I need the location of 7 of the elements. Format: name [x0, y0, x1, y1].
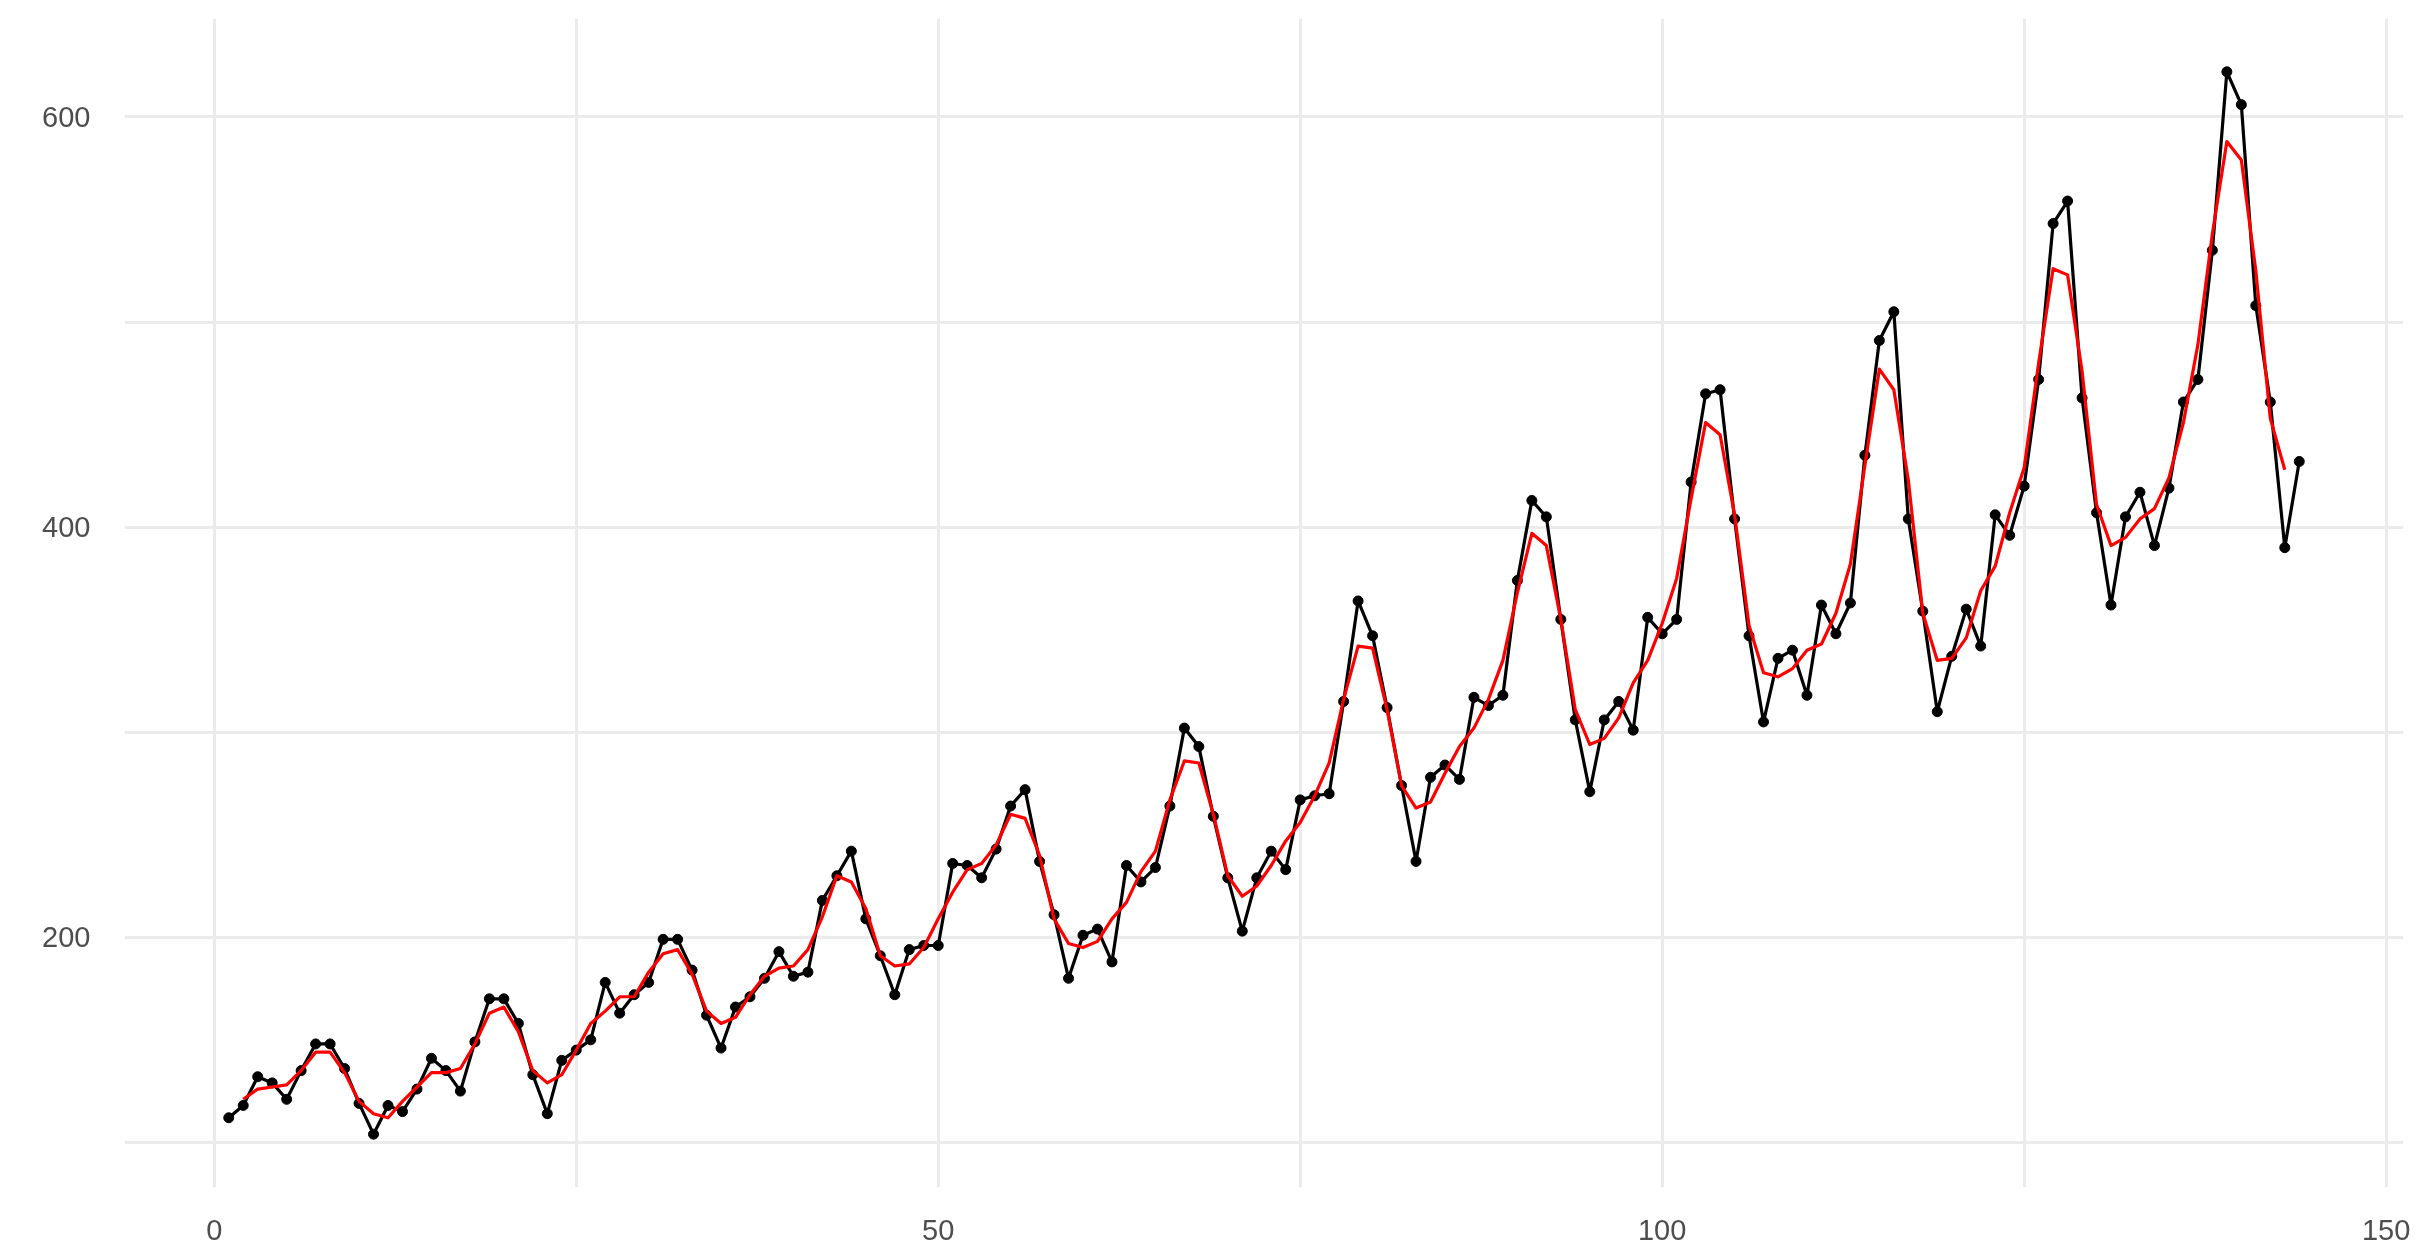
y-tick-label: 600	[42, 100, 91, 133]
y-tick-label: 400	[42, 511, 91, 544]
x-tick-label: 150	[2361, 1213, 2411, 1246]
x-tick-label: 100	[1637, 1213, 1687, 1246]
x-tick-label: 0	[206, 1213, 223, 1246]
x-tick-label: 50	[922, 1213, 955, 1246]
y-tick-label: 200	[42, 921, 91, 954]
